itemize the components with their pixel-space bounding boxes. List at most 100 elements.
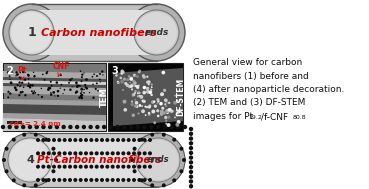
Circle shape (46, 138, 51, 142)
Text: nanofibers (1) before and: nanofibers (1) before and (193, 71, 309, 81)
Circle shape (132, 165, 136, 169)
Circle shape (41, 138, 45, 142)
Circle shape (160, 110, 164, 114)
Circle shape (111, 151, 115, 155)
Circle shape (22, 71, 24, 73)
Circle shape (130, 103, 134, 106)
Circle shape (141, 109, 145, 113)
Circle shape (169, 125, 174, 129)
Circle shape (132, 80, 135, 83)
Polygon shape (3, 77, 106, 88)
Text: Carbon nanofibers: Carbon nanofibers (41, 28, 157, 37)
Circle shape (49, 87, 51, 89)
Circle shape (68, 165, 72, 169)
Circle shape (20, 91, 22, 94)
Circle shape (151, 100, 155, 104)
Circle shape (36, 138, 40, 142)
Circle shape (115, 74, 118, 77)
Circle shape (148, 91, 152, 94)
Circle shape (80, 88, 83, 91)
Circle shape (89, 125, 93, 129)
Circle shape (128, 85, 131, 88)
Circle shape (71, 78, 73, 79)
Circle shape (167, 115, 170, 118)
Circle shape (138, 84, 140, 86)
Circle shape (189, 136, 193, 141)
Circle shape (176, 112, 179, 115)
Circle shape (176, 125, 180, 129)
Circle shape (93, 73, 95, 75)
Circle shape (96, 82, 98, 84)
Circle shape (89, 151, 93, 155)
Circle shape (80, 92, 82, 94)
Circle shape (99, 73, 101, 75)
Circle shape (157, 100, 160, 103)
Circle shape (75, 125, 79, 129)
Circle shape (57, 95, 59, 97)
Circle shape (83, 89, 85, 90)
Circle shape (28, 82, 30, 84)
Circle shape (46, 178, 51, 182)
Circle shape (80, 70, 81, 72)
Circle shape (120, 70, 124, 73)
Ellipse shape (134, 10, 179, 55)
Circle shape (28, 84, 31, 87)
Circle shape (68, 138, 72, 142)
Circle shape (150, 89, 152, 91)
Circle shape (82, 125, 86, 129)
Circle shape (4, 169, 8, 173)
Circle shape (153, 121, 156, 124)
Circle shape (189, 155, 193, 160)
Circle shape (169, 109, 172, 112)
Circle shape (116, 138, 120, 142)
Circle shape (7, 96, 9, 98)
Circle shape (160, 92, 164, 96)
Circle shape (151, 110, 155, 113)
Circle shape (168, 116, 170, 119)
Circle shape (78, 96, 81, 99)
Circle shape (174, 117, 176, 118)
Text: 1: 1 (27, 26, 36, 39)
Circle shape (72, 86, 73, 87)
Circle shape (148, 104, 151, 107)
Circle shape (15, 71, 18, 74)
Circle shape (148, 151, 152, 155)
Circle shape (18, 76, 21, 78)
Circle shape (34, 90, 35, 92)
Circle shape (34, 92, 36, 94)
Circle shape (164, 116, 168, 119)
Circle shape (18, 81, 21, 84)
Polygon shape (3, 118, 106, 131)
Circle shape (95, 165, 99, 169)
Circle shape (27, 74, 30, 77)
Circle shape (148, 83, 150, 85)
Circle shape (156, 109, 159, 112)
Circle shape (177, 111, 180, 114)
Circle shape (168, 108, 172, 112)
Circle shape (68, 82, 70, 84)
Circle shape (41, 88, 42, 89)
Circle shape (131, 100, 133, 103)
Circle shape (127, 178, 131, 182)
Circle shape (131, 83, 135, 87)
Circle shape (21, 82, 23, 84)
Circle shape (51, 169, 55, 173)
Circle shape (81, 74, 83, 76)
Circle shape (142, 125, 147, 129)
Circle shape (92, 76, 93, 78)
Circle shape (21, 125, 25, 129)
Circle shape (165, 110, 169, 113)
Circle shape (151, 84, 153, 86)
Circle shape (127, 165, 131, 169)
Circle shape (11, 71, 13, 74)
Circle shape (121, 178, 125, 182)
Bar (7, 121, 22, 124)
Ellipse shape (8, 138, 52, 182)
Circle shape (179, 147, 183, 151)
Circle shape (62, 93, 64, 94)
Circle shape (83, 92, 85, 94)
Circle shape (73, 138, 77, 142)
Circle shape (189, 170, 193, 174)
Circle shape (115, 125, 120, 129)
Circle shape (95, 138, 99, 142)
